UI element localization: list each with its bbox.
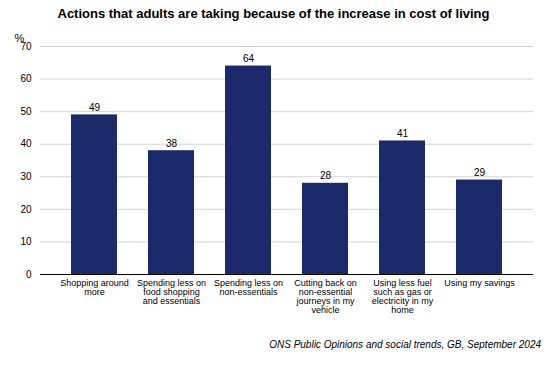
svg-text:38: 38 [166, 138, 178, 149]
svg-text:Using my savings: Using my savings [444, 278, 515, 288]
svg-text:40: 40 [20, 138, 32, 149]
svg-text:29: 29 [474, 167, 486, 178]
svg-text:Using less fuelsuch as gas ore: Using less fuelsuch as gas orelectricity… [372, 278, 434, 315]
svg-text:0: 0 [26, 269, 32, 280]
svg-text:60: 60 [20, 73, 32, 84]
svg-text:64: 64 [243, 53, 255, 64]
svg-text:50: 50 [20, 106, 32, 117]
svg-text:20: 20 [20, 204, 32, 215]
svg-text:70: 70 [20, 40, 32, 52]
svg-text:Spending less onfood shoppinga: Spending less onfood shoppingand essenti… [137, 278, 206, 306]
svg-text:30: 30 [20, 171, 32, 182]
svg-text:41: 41 [397, 128, 409, 139]
html-text:ONS Public Opinions and social: ONS Public Opinions and social trends, G… [269, 339, 541, 350]
html-text:Actions that adults are taking: Actions that adults are taking because o… [57, 6, 490, 21]
svg-text:28: 28 [320, 170, 332, 181]
svg-text:Shopping aroundmore: Shopping aroundmore [60, 278, 129, 297]
svg-text:Cutting back onnon-essentialjo: Cutting back onnon-essentialjourneys in … [294, 278, 357, 315]
svg-text:Spending less onnon-essentials: Spending less onnon-essentials [214, 278, 283, 297]
svg-text:%: % [15, 32, 25, 44]
svg-text:10: 10 [20, 236, 32, 247]
svg-text:49: 49 [89, 102, 101, 113]
